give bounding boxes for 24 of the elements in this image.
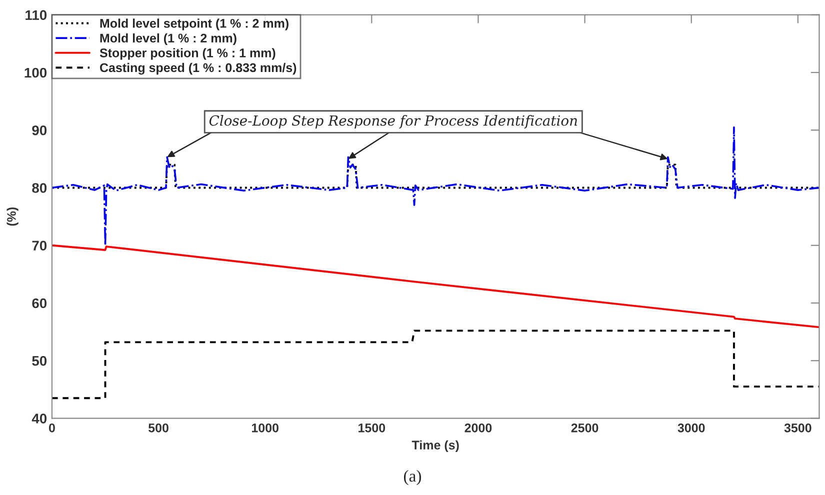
y-tick-label: 50 <box>32 356 47 366</box>
y-tick-label: 70 <box>32 240 47 251</box>
x-axis-title: Time (s) <box>412 440 459 452</box>
y-axis-title: (%) <box>6 207 18 226</box>
x-tick-label: 500 <box>148 423 168 432</box>
x-tick-label: 3500 <box>784 423 812 432</box>
x-tick-label: 1500 <box>358 423 386 432</box>
text: (a) <box>404 470 422 486</box>
y-tick-label: 110 <box>26 10 47 20</box>
legend-label: Stopper position (1 % : 1 mm) <box>100 48 276 60</box>
x-tick-label: 0 <box>48 423 55 432</box>
y-tick-label: 40 <box>32 414 47 424</box>
y-tick-label: 80 <box>32 183 47 193</box>
x-tick-label: 1000 <box>252 423 278 432</box>
legend-label: Mold level setpoint (1 % : 2 mm) <box>100 18 288 30</box>
y-tick-label: 90 <box>32 125 47 136</box>
y-tick-label: 100 <box>24 68 47 78</box>
x-tick-label: 3000 <box>678 423 705 432</box>
y-tick-label: 60 <box>32 298 47 308</box>
legend-label: Mold level (1 % : 2 mm) <box>100 33 236 46</box>
x-tick-label: 2500 <box>571 423 598 432</box>
legend-label: Casting speed (1 % : 0.833 mm/s) <box>100 62 296 75</box>
x-tick-label: 2000 <box>464 423 492 432</box>
annotation: Close-Loop Step Response for Process Identification <box>209 115 578 128</box>
